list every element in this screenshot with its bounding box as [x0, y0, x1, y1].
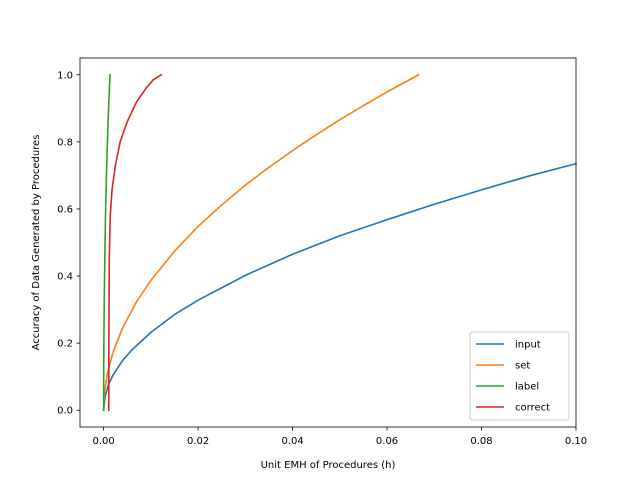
- legend-label-input: input: [515, 340, 541, 351]
- y-tick-label: 1.0: [57, 70, 73, 81]
- x-axis-label: Unit EMH of Procedures (h): [261, 460, 396, 471]
- x-tick-label: 0.00: [92, 436, 114, 447]
- x-axis: 0.00 0.02 0.04 0.06 0.08 0.10: [92, 427, 587, 447]
- x-tick-label: 0.10: [565, 436, 587, 447]
- y-tick-label: 0.2: [57, 339, 73, 350]
- x-tick-label: 0.02: [187, 436, 209, 447]
- series-line-set: [102, 73, 420, 412]
- y-tick-label: 0.8: [57, 137, 73, 148]
- legend-label-set: set: [515, 361, 530, 372]
- legend-label-correct: correct: [515, 403, 550, 414]
- legend: input set label correct: [469, 331, 570, 421]
- series-line-input: [102, 162, 577, 412]
- x-tick-label: 0.06: [376, 436, 398, 447]
- plot-lines: [102, 73, 577, 412]
- series-line-label: [102, 73, 111, 412]
- y-tick-label: 0.4: [57, 272, 73, 283]
- x-tick-label: 0.08: [470, 436, 492, 447]
- legend-box: [469, 331, 570, 421]
- y-tick-label: 0.6: [57, 204, 73, 215]
- legend-label-label: label: [515, 382, 539, 393]
- y-tick-label: 0.0: [57, 406, 73, 417]
- plot-frame: [79, 57, 577, 428]
- y-axis: 0.0 0.2 0.4 0.6 0.8 1.0: [57, 70, 80, 417]
- series-line-correct: [108, 73, 163, 412]
- y-axis-label: Accuracy of Data Generated by Procedures: [31, 135, 42, 351]
- x-tick-label: 0.04: [281, 436, 303, 447]
